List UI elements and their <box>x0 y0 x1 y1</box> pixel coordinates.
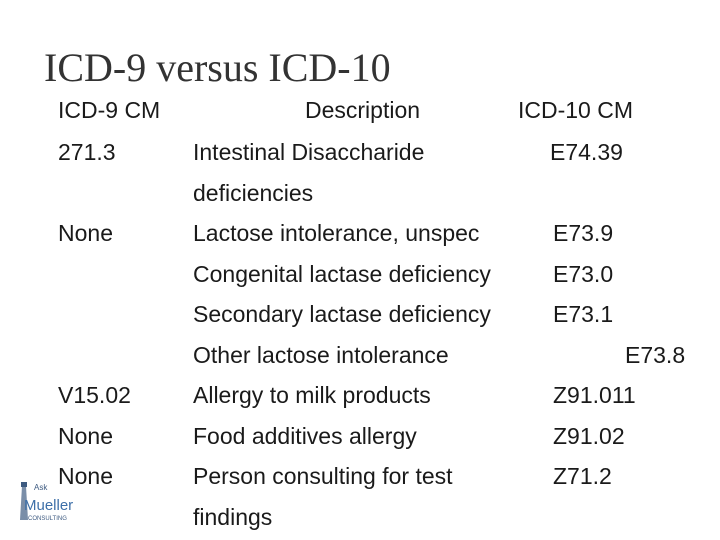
logo-text: Ask <box>34 483 48 492</box>
icd9-code: 271.3 <box>58 139 116 165</box>
column-header: Description <box>305 97 421 123</box>
icd10-code: E73.0 <box>553 260 614 287</box>
description-text: Food additives allergy <box>193 422 417 449</box>
description-text: Allergy to milk products <box>193 382 431 408</box>
icd10-code: E73.1 <box>553 301 614 327</box>
description-text: Person consulting for test <box>193 463 453 489</box>
description-text: Intestinal Disaccharide <box>193 139 425 165</box>
icd10-code: Z71.2 <box>553 463 612 489</box>
icd10-code: Z91.011 <box>553 382 636 408</box>
description-text: Lactose intolerance, unspec <box>193 220 480 246</box>
icd9-code: None <box>58 463 113 489</box>
logo-text: Mueller <box>24 497 73 514</box>
description-text: Secondary lactase deficiency <box>193 301 491 327</box>
icd9-code: V15.02 <box>58 382 131 408</box>
description-text: deficiencies <box>193 179 314 206</box>
description-text: Other lactose intolerance <box>193 341 449 368</box>
logo: Ask Mueller CONSULTING <box>20 482 73 522</box>
icd9-code: None <box>58 220 113 246</box>
icd10-code: E74.39 <box>550 139 623 165</box>
slide-title: ICD-9 versus ICD-10 <box>44 45 391 90</box>
lighthouse <box>20 486 28 520</box>
logo-text: CONSULTING <box>28 516 67 522</box>
lighthouse-top <box>21 482 27 487</box>
description-text: findings <box>193 503 273 530</box>
icd9-code: None <box>58 422 113 449</box>
column-header: ICD-9 CM <box>58 97 161 123</box>
column-header: ICD-10 CM <box>518 97 634 123</box>
icd10-code: E73.8 <box>625 341 686 368</box>
icd10-code: Z91.02 <box>553 422 625 449</box>
description-text: Congenital lactase deficiency <box>193 260 491 287</box>
icd10-code: E73.9 <box>553 220 614 246</box>
